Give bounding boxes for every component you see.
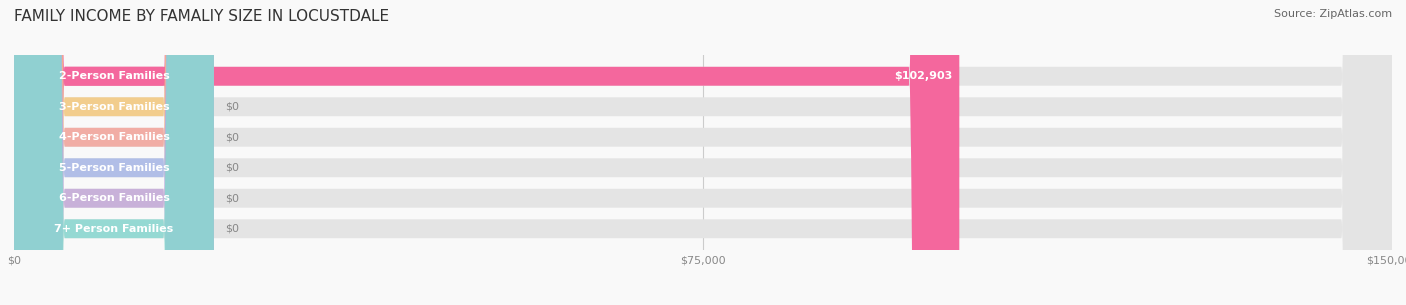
FancyBboxPatch shape <box>14 0 1392 305</box>
Text: 6-Person Families: 6-Person Families <box>59 193 169 203</box>
Text: $0: $0 <box>225 132 239 142</box>
Text: 7+ Person Families: 7+ Person Families <box>55 224 173 234</box>
FancyBboxPatch shape <box>14 0 214 305</box>
FancyBboxPatch shape <box>14 0 1392 305</box>
FancyBboxPatch shape <box>14 0 1392 305</box>
FancyBboxPatch shape <box>14 0 214 305</box>
FancyBboxPatch shape <box>14 0 214 305</box>
Text: 2-Person Families: 2-Person Families <box>59 71 169 81</box>
FancyBboxPatch shape <box>14 0 1392 305</box>
Text: $0: $0 <box>225 193 239 203</box>
Text: 3-Person Families: 3-Person Families <box>59 102 169 112</box>
Text: $0: $0 <box>225 102 239 112</box>
Text: $0: $0 <box>225 163 239 173</box>
Text: 4-Person Families: 4-Person Families <box>59 132 169 142</box>
FancyBboxPatch shape <box>14 0 1392 305</box>
FancyBboxPatch shape <box>14 0 214 305</box>
Text: $0: $0 <box>225 224 239 234</box>
Text: FAMILY INCOME BY FAMALIY SIZE IN LOCUSTDALE: FAMILY INCOME BY FAMALIY SIZE IN LOCUSTD… <box>14 9 389 24</box>
Text: $102,903: $102,903 <box>894 71 952 81</box>
FancyBboxPatch shape <box>14 0 214 305</box>
Text: 5-Person Families: 5-Person Families <box>59 163 169 173</box>
Text: Source: ZipAtlas.com: Source: ZipAtlas.com <box>1274 9 1392 19</box>
FancyBboxPatch shape <box>14 0 214 305</box>
FancyBboxPatch shape <box>14 0 1392 305</box>
FancyBboxPatch shape <box>14 0 959 305</box>
